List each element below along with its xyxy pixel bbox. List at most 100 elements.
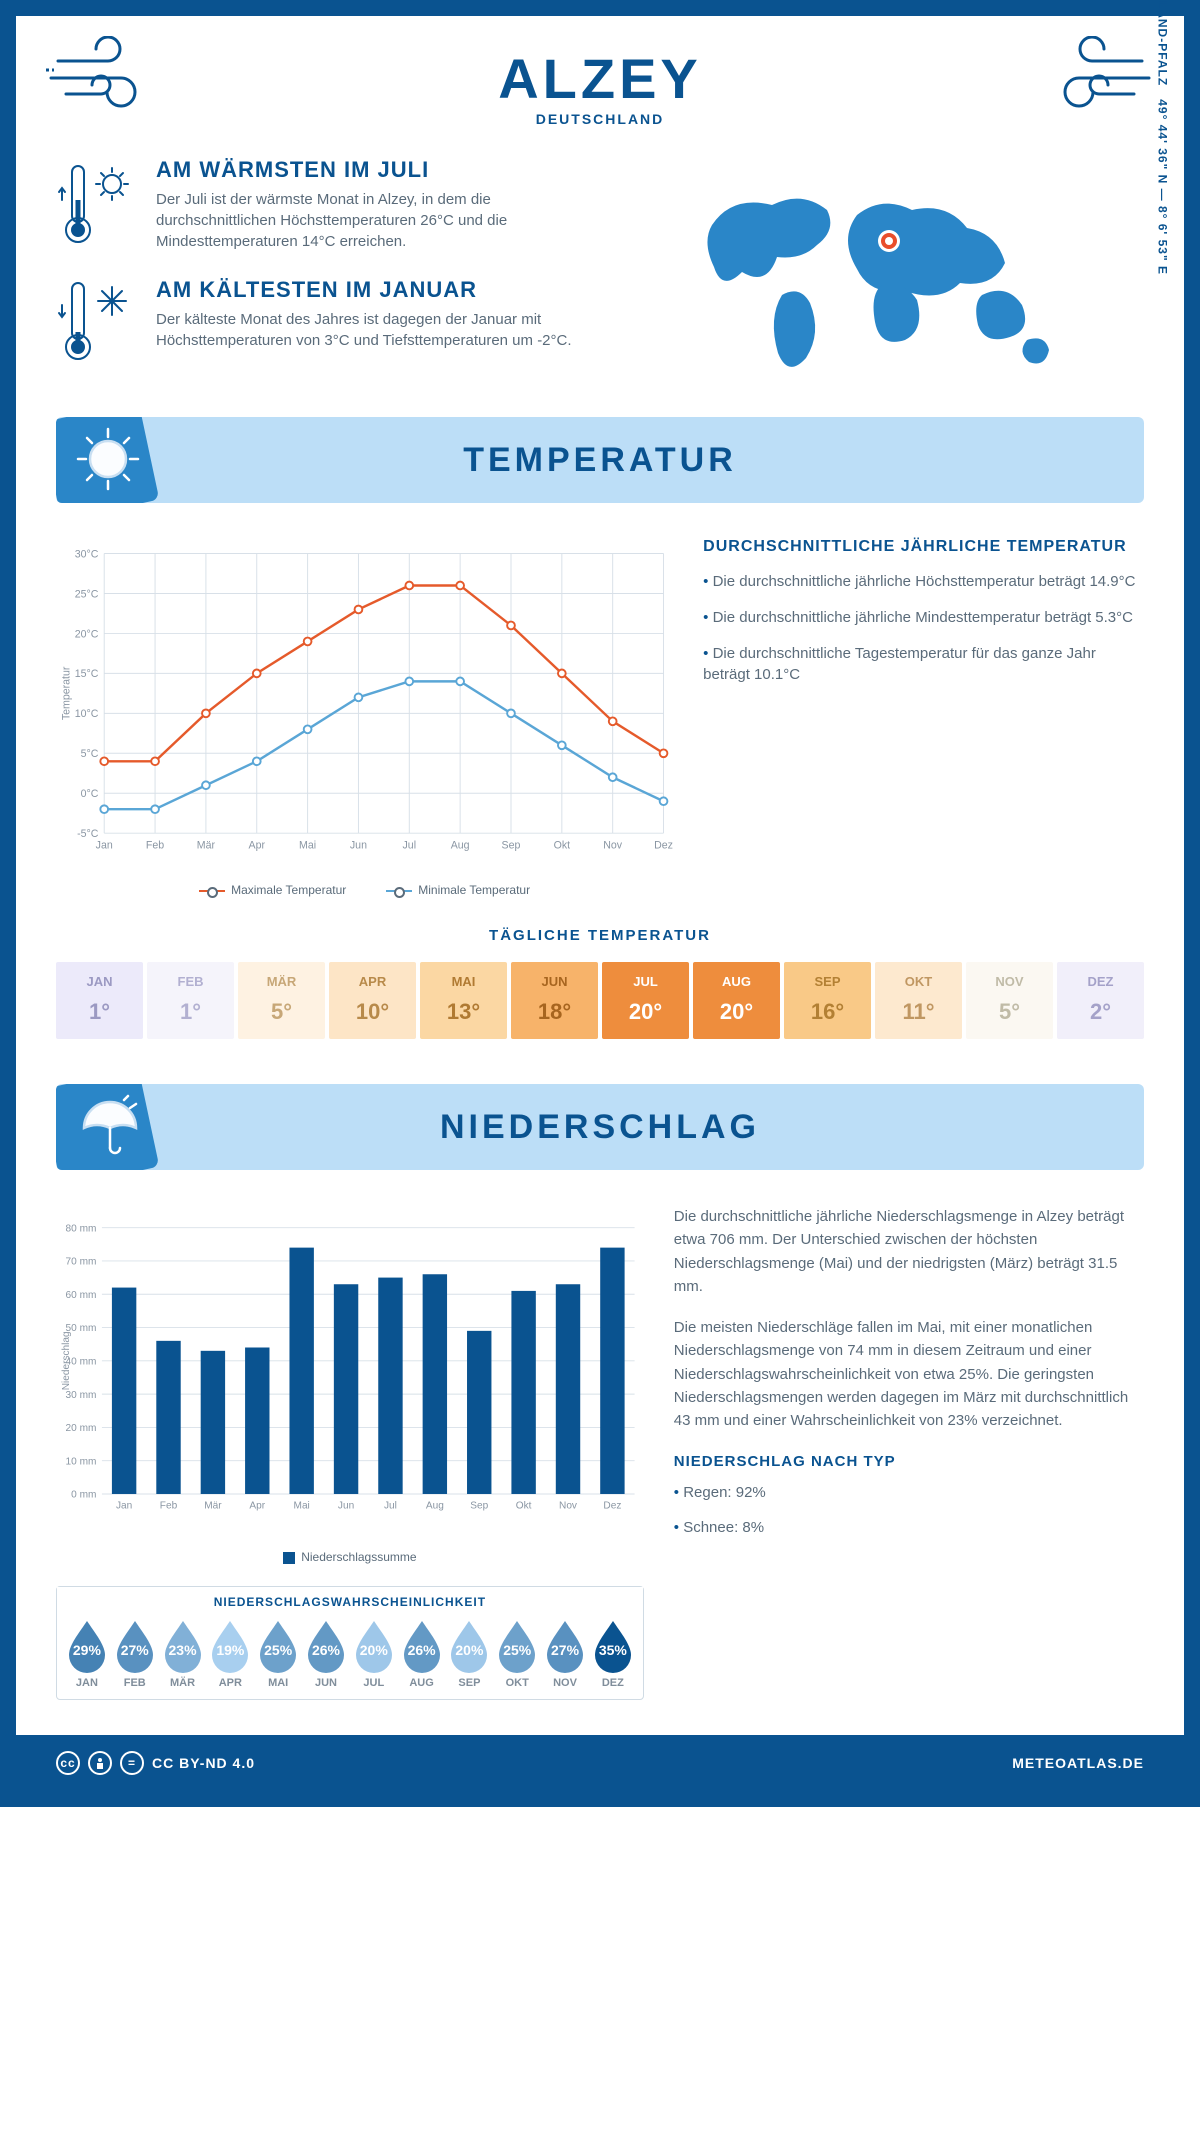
license-label: CC BY-ND 4.0 xyxy=(152,1755,255,1771)
daily-temp-cell: JUL20° xyxy=(602,962,689,1039)
svg-text:Okt: Okt xyxy=(554,840,571,852)
cc-nd-icon: = xyxy=(120,1751,144,1775)
svg-text:70 mm: 70 mm xyxy=(66,1257,97,1268)
svg-text:30°C: 30°C xyxy=(75,548,99,560)
footer: cc = CC BY-ND 4.0 METEOATLAS.DE xyxy=(16,1735,1184,1791)
svg-text:Mär: Mär xyxy=(197,840,216,852)
temp-bullet: Die durchschnittliche jährliche Höchstte… xyxy=(703,571,1144,593)
svg-text:Jun: Jun xyxy=(350,840,367,852)
daily-temp-cell: JUN18° xyxy=(511,962,598,1039)
world-map: RHEINLAND-PFALZ 49° 44' 36" N — 8° 6' 53… xyxy=(640,157,1144,392)
svg-text:Niederschlag: Niederschlag xyxy=(61,1331,72,1390)
thermometer-hot-icon xyxy=(56,157,136,252)
svg-text:-5°C: -5°C xyxy=(77,828,99,840)
daily-temp-row: JAN1°FEB1°MÄR5°APR10°MAI13°JUN18°JUL20°A… xyxy=(56,962,1144,1039)
svg-text:0°C: 0°C xyxy=(81,788,99,800)
prob-cell: 35%DEZ xyxy=(589,1619,637,1689)
umbrella-icon xyxy=(74,1092,142,1160)
daily-temp-cell: MAI13° xyxy=(420,962,507,1039)
svg-text:Aug: Aug xyxy=(451,840,470,852)
svg-text:Okt: Okt xyxy=(516,1501,532,1512)
svg-text:Sep: Sep xyxy=(502,840,521,852)
temperature-banner: TEMPERATUR xyxy=(56,417,1144,503)
svg-text:0 mm: 0 mm xyxy=(71,1490,96,1501)
daily-temp-cell: FEB1° xyxy=(147,962,234,1039)
prob-cell: 26%JUN xyxy=(302,1619,350,1689)
svg-text:Apr: Apr xyxy=(249,840,266,852)
svg-text:Dez: Dez xyxy=(603,1501,621,1512)
svg-text:10 mm: 10 mm xyxy=(66,1456,97,1467)
daily-temp-cell: NOV5° xyxy=(966,962,1053,1039)
coords-label: RHEINLAND-PFALZ 49° 44' 36" N — 8° 6' 53… xyxy=(1155,0,1169,275)
svg-text:Mai: Mai xyxy=(299,840,316,852)
precipitation-chart: 0 mm10 mm20 mm30 mm40 mm50 mm60 mm70 mm8… xyxy=(56,1205,644,1564)
prob-cell: 25%MAI xyxy=(254,1619,302,1689)
precipitation-side-text: Die durchschnittliche jährliche Niedersc… xyxy=(674,1205,1144,1700)
temperature-side-text: DURCHSCHNITTLICHE JÄHRLICHE TEMPERATUR D… xyxy=(703,538,1144,897)
prob-cell: 29%JAN xyxy=(63,1619,111,1689)
precipitation-title: NIEDERSCHLAG xyxy=(56,1108,1144,1147)
city-title: ALZEY xyxy=(56,46,1144,111)
cc-by-icon xyxy=(88,1751,112,1775)
svg-text:20°C: 20°C xyxy=(75,628,99,640)
warmest-block: AM WÄRMSTEN IM JULI Der Juli ist der wär… xyxy=(56,157,610,252)
daily-temp-cell: JAN1° xyxy=(56,962,143,1039)
svg-text:Jul: Jul xyxy=(384,1501,397,1512)
prob-cell: 20%JUL xyxy=(350,1619,398,1689)
svg-text:Jan: Jan xyxy=(96,840,113,852)
daily-temp-cell: OKT11° xyxy=(875,962,962,1039)
svg-text:15°C: 15°C xyxy=(75,668,99,680)
svg-text:Mär: Mär xyxy=(204,1501,222,1512)
svg-text:Nov: Nov xyxy=(603,840,623,852)
coldest-text: Der kälteste Monat des Jahres ist dagege… xyxy=(156,309,610,351)
svg-text:Sep: Sep xyxy=(470,1501,488,1512)
temp-bullet: Die durchschnittliche jährliche Mindestt… xyxy=(703,607,1144,629)
wind-icon xyxy=(1044,36,1154,116)
svg-text:30 mm: 30 mm xyxy=(66,1390,97,1401)
svg-text:Jun: Jun xyxy=(338,1501,354,1512)
svg-text:60 mm: 60 mm xyxy=(66,1290,97,1301)
daily-temp-cell: MÄR5° xyxy=(238,962,325,1039)
prob-cell: 26%AUG xyxy=(398,1619,446,1689)
sun-icon xyxy=(74,425,142,493)
daily-temp-cell: SEP16° xyxy=(784,962,871,1039)
site-label: METEOATLAS.DE xyxy=(1012,1755,1144,1771)
prob-cell: 23%MÄR xyxy=(159,1619,207,1689)
daily-temp-title: TÄGLICHE TEMPERATUR xyxy=(56,927,1144,944)
daily-temp-cell: APR10° xyxy=(329,962,416,1039)
temperature-chart: -5°C0°C5°C10°C15°C20°C25°C30°CJanFebMärA… xyxy=(56,538,673,897)
svg-text:Feb: Feb xyxy=(160,1501,178,1512)
precip-type-bullet: Schnee: 8% xyxy=(674,1517,1144,1539)
svg-text:Temperatur: Temperatur xyxy=(61,666,73,720)
daily-temp-cell: AUG20° xyxy=(693,962,780,1039)
svg-text:Jul: Jul xyxy=(403,840,417,852)
prob-cell: 19%APR xyxy=(206,1619,254,1689)
svg-text:25°C: 25°C xyxy=(75,588,99,600)
header: ALZEY DEUTSCHLAND xyxy=(56,46,1144,127)
temp-bullet: Die durchschnittliche Tagestemperatur fü… xyxy=(703,643,1144,687)
thermometer-cold-icon xyxy=(56,277,136,367)
prob-cell: 27%NOV xyxy=(541,1619,589,1689)
prob-cell: 27%FEB xyxy=(111,1619,159,1689)
svg-text:Feb: Feb xyxy=(146,840,164,852)
coldest-title: AM KÄLTESTEN IM JANUAR xyxy=(156,277,610,303)
svg-text:Nov: Nov xyxy=(559,1501,578,1512)
svg-text:20 mm: 20 mm xyxy=(66,1423,97,1434)
temperature-legend: Maximale Temperatur Minimale Temperatur xyxy=(56,883,673,897)
svg-text:Dez: Dez xyxy=(654,840,673,852)
daily-temp-cell: DEZ2° xyxy=(1057,962,1144,1039)
precipitation-legend: Niederschlagssumme xyxy=(56,1550,644,1564)
temperature-title: TEMPERATUR xyxy=(56,441,1144,480)
cc-icon: cc xyxy=(56,1751,80,1775)
precipitation-banner: NIEDERSCHLAG xyxy=(56,1084,1144,1170)
coldest-block: AM KÄLTESTEN IM JANUAR Der kälteste Mona… xyxy=(56,277,610,367)
prob-cell: 25%OKT xyxy=(493,1619,541,1689)
precip-type-bullet: Regen: 92% xyxy=(674,1482,1144,1504)
country-subtitle: DEUTSCHLAND xyxy=(56,111,1144,127)
svg-text:Apr: Apr xyxy=(249,1501,265,1512)
warmest-text: Der Juli ist der wärmste Monat in Alzey,… xyxy=(156,189,610,252)
svg-text:80 mm: 80 mm xyxy=(66,1223,97,1234)
svg-text:Mai: Mai xyxy=(294,1501,310,1512)
svg-text:10°C: 10°C xyxy=(75,708,99,720)
precipitation-probability: NIEDERSCHLAGSWAHRSCHEINLICHKEIT 29%JAN27… xyxy=(56,1586,644,1700)
